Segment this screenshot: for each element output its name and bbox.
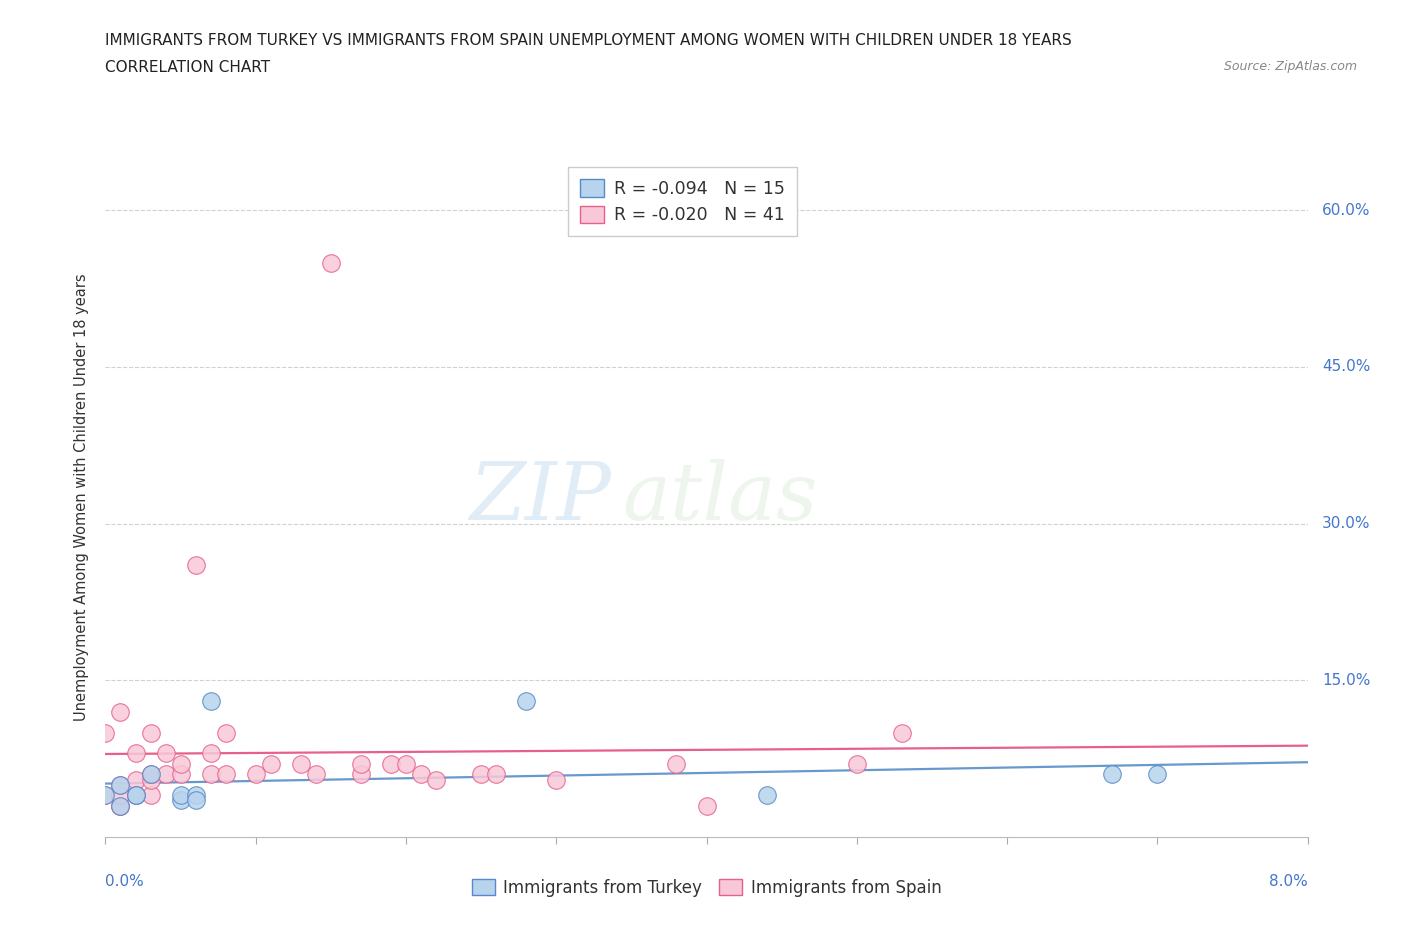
Point <box>485 767 508 782</box>
Point <box>94 788 117 803</box>
Legend: R = -0.094   N = 15, R = -0.020   N = 41: R = -0.094 N = 15, R = -0.020 N = 41 <box>568 166 797 236</box>
Point <box>169 793 191 808</box>
Point <box>169 788 191 803</box>
Text: ZIP: ZIP <box>468 458 610 537</box>
Point <box>124 788 146 803</box>
Point <box>409 767 432 782</box>
Point <box>139 725 162 740</box>
Point <box>696 798 718 813</box>
Point <box>546 772 568 787</box>
Point <box>94 725 117 740</box>
Point <box>214 725 236 740</box>
Point <box>169 756 191 771</box>
Point <box>260 756 283 771</box>
Point <box>139 788 162 803</box>
Point <box>200 694 222 709</box>
Text: 8.0%: 8.0% <box>1268 874 1308 889</box>
Point <box>139 767 162 782</box>
Point <box>110 704 132 719</box>
Point <box>1146 767 1168 782</box>
Point <box>124 788 146 803</box>
Point <box>425 772 447 787</box>
Point <box>515 694 537 709</box>
Point <box>169 767 191 782</box>
Point <box>155 746 177 761</box>
Point <box>110 777 132 792</box>
Point <box>350 767 373 782</box>
Point <box>890 725 912 740</box>
Point <box>470 767 492 782</box>
Point <box>665 756 688 771</box>
Point <box>184 788 207 803</box>
Point <box>124 788 146 803</box>
Point <box>110 788 132 803</box>
Point <box>200 746 222 761</box>
Point <box>350 756 373 771</box>
Point <box>155 767 177 782</box>
Point <box>139 772 162 787</box>
Point <box>845 756 868 771</box>
Point <box>200 767 222 782</box>
Point <box>184 793 207 808</box>
Y-axis label: Unemployment Among Women with Children Under 18 years: Unemployment Among Women with Children U… <box>75 273 90 722</box>
Point <box>110 798 132 813</box>
Text: Source: ZipAtlas.com: Source: ZipAtlas.com <box>1223 60 1357 73</box>
Point <box>395 756 418 771</box>
Text: 30.0%: 30.0% <box>1322 516 1371 531</box>
Point <box>139 767 162 782</box>
Point <box>110 777 132 792</box>
Point <box>184 558 207 573</box>
Text: 60.0%: 60.0% <box>1322 203 1371 218</box>
Text: CORRELATION CHART: CORRELATION CHART <box>105 60 270 75</box>
Point <box>110 798 132 813</box>
Point <box>214 767 236 782</box>
Point <box>319 255 342 270</box>
Point <box>245 767 267 782</box>
Point <box>110 798 132 813</box>
Point <box>380 756 402 771</box>
Text: atlas: atlas <box>623 458 818 537</box>
Text: 45.0%: 45.0% <box>1322 360 1371 375</box>
Point <box>124 746 146 761</box>
Text: 15.0%: 15.0% <box>1322 672 1371 688</box>
Point <box>290 756 312 771</box>
Text: 0.0%: 0.0% <box>105 874 145 889</box>
Point <box>755 788 778 803</box>
Point <box>1101 767 1123 782</box>
Point <box>94 788 117 803</box>
Text: IMMIGRANTS FROM TURKEY VS IMMIGRANTS FROM SPAIN UNEMPLOYMENT AMONG WOMEN WITH CH: IMMIGRANTS FROM TURKEY VS IMMIGRANTS FRO… <box>105 33 1073 47</box>
Point <box>124 772 146 787</box>
Point <box>305 767 328 782</box>
